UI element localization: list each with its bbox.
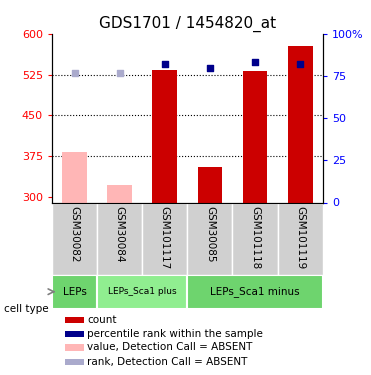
Bar bbox=[152, 70, 177, 202]
Point bbox=[162, 61, 168, 67]
Point bbox=[117, 70, 123, 76]
Bar bbox=[66, 359, 85, 365]
Bar bbox=[243, 71, 267, 202]
Bar bbox=[187, 275, 323, 309]
Text: LEPs: LEPs bbox=[63, 287, 86, 297]
Bar bbox=[52, 275, 97, 309]
Text: percentile rank within the sample: percentile rank within the sample bbox=[87, 328, 263, 339]
Bar bbox=[52, 202, 97, 275]
Text: count: count bbox=[87, 315, 116, 325]
Text: GSM101119: GSM101119 bbox=[295, 206, 305, 269]
Text: LEPs_Sca1 minus: LEPs_Sca1 minus bbox=[210, 286, 300, 297]
Bar bbox=[66, 330, 85, 337]
Text: cell type: cell type bbox=[4, 304, 48, 314]
Text: GSM101117: GSM101117 bbox=[160, 206, 170, 269]
Bar bbox=[187, 202, 233, 275]
Bar bbox=[97, 275, 187, 309]
Text: value, Detection Call = ABSENT: value, Detection Call = ABSENT bbox=[87, 342, 253, 352]
Text: GSM30085: GSM30085 bbox=[205, 206, 215, 262]
Point bbox=[252, 59, 258, 65]
Text: rank, Detection Call = ABSENT: rank, Detection Call = ABSENT bbox=[87, 357, 247, 367]
Bar bbox=[62, 152, 87, 202]
Text: GSM101118: GSM101118 bbox=[250, 206, 260, 269]
Point bbox=[297, 61, 303, 67]
Point bbox=[207, 64, 213, 70]
Bar bbox=[278, 202, 323, 275]
Bar bbox=[197, 167, 222, 202]
Bar bbox=[97, 202, 142, 275]
Text: GSM30082: GSM30082 bbox=[69, 206, 79, 262]
Bar bbox=[288, 46, 313, 203]
Bar bbox=[233, 202, 278, 275]
Bar bbox=[66, 317, 85, 323]
Bar bbox=[142, 202, 187, 275]
Bar bbox=[66, 344, 85, 351]
Bar bbox=[107, 184, 132, 202]
Text: GSM30084: GSM30084 bbox=[115, 206, 125, 262]
Point bbox=[72, 70, 78, 76]
Text: LEPs_Sca1 plus: LEPs_Sca1 plus bbox=[108, 287, 177, 296]
Title: GDS1701 / 1454820_at: GDS1701 / 1454820_at bbox=[99, 16, 276, 32]
